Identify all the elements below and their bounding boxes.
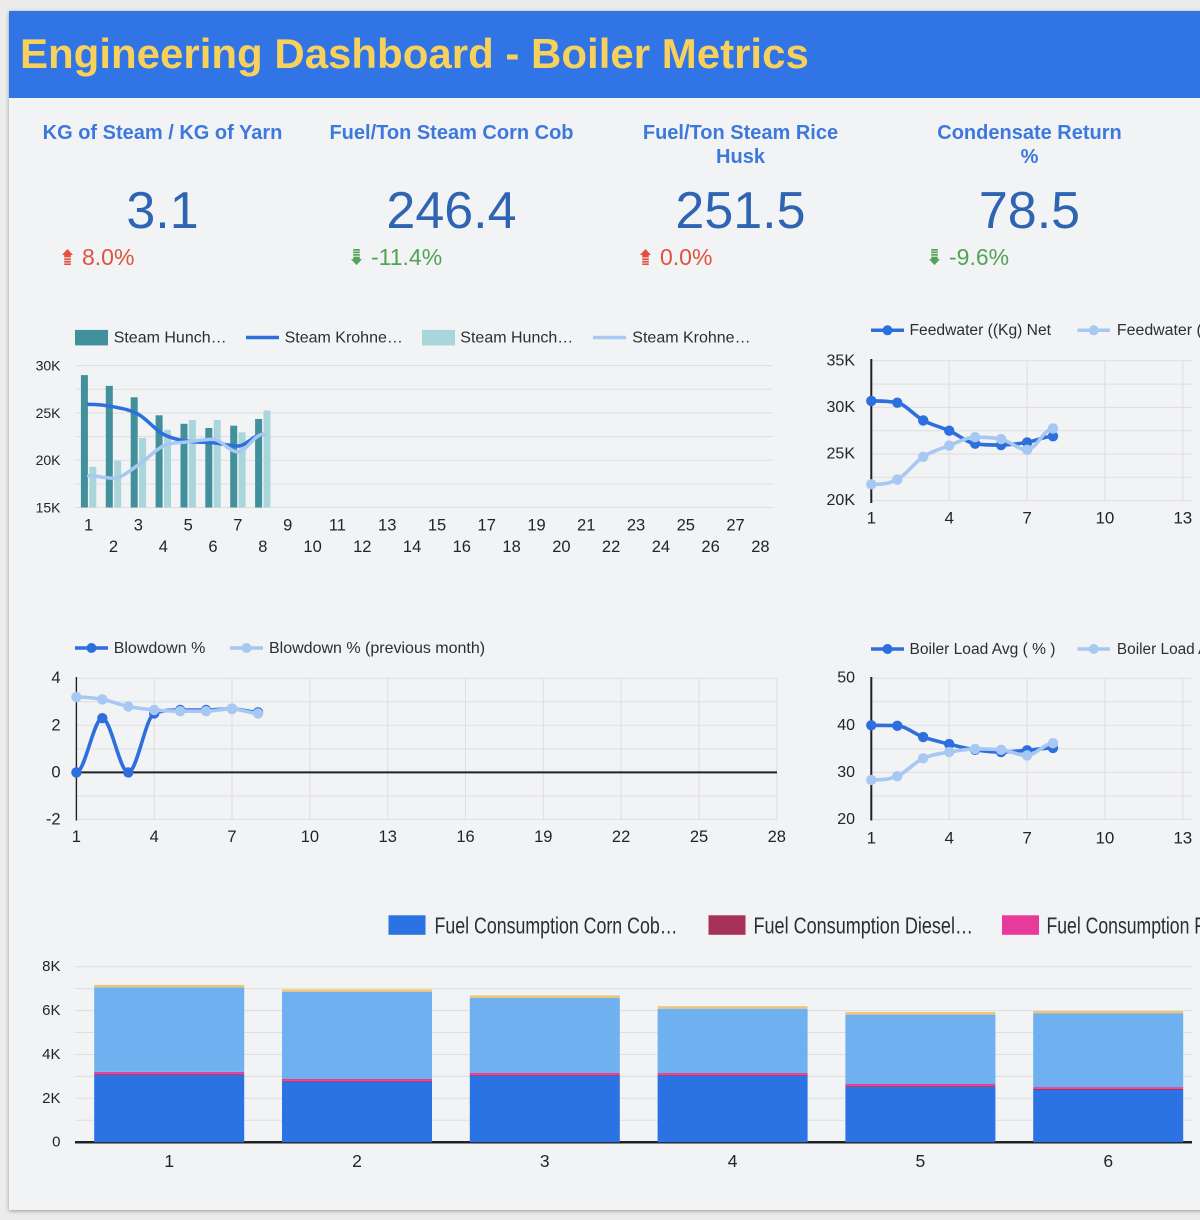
svg-text:Steam Hunch…: Steam Hunch… (460, 329, 573, 346)
svg-text:7: 7 (1022, 829, 1031, 848)
svg-text:16: 16 (456, 828, 474, 846)
svg-text:7: 7 (233, 516, 242, 534)
svg-text:25K: 25K (36, 405, 62, 421)
svg-text:30K: 30K (827, 399, 856, 416)
svg-text:20K: 20K (36, 452, 62, 468)
svg-text:20: 20 (837, 811, 855, 828)
svg-text:4: 4 (944, 829, 953, 848)
svg-text:4: 4 (159, 538, 168, 556)
svg-text:4: 4 (150, 828, 159, 846)
svg-text:10: 10 (303, 538, 321, 556)
svg-text:2: 2 (109, 538, 118, 556)
svg-text:25: 25 (690, 828, 708, 846)
svg-text:1: 1 (164, 1151, 174, 1171)
svg-text:13: 13 (379, 828, 397, 846)
svg-text:22: 22 (612, 828, 630, 846)
svg-text:1: 1 (867, 829, 876, 848)
svg-text:5: 5 (184, 516, 193, 534)
svg-text:Fuel Consumption Corn Cob…: Fuel Consumption Corn Cob… (435, 913, 678, 939)
svg-text:Steam Hunch…: Steam Hunch… (114, 329, 227, 346)
svg-text:35K: 35K (827, 352, 856, 369)
svg-text:8K: 8K (42, 958, 60, 975)
svg-text:10: 10 (1095, 829, 1114, 848)
svg-text:4: 4 (728, 1151, 738, 1171)
svg-text:25: 25 (677, 516, 695, 534)
svg-text:4K: 4K (42, 1046, 60, 1063)
svg-text:0: 0 (52, 1134, 60, 1151)
svg-text:13: 13 (1173, 829, 1192, 848)
svg-text:0: 0 (51, 763, 60, 781)
svg-text:24: 24 (652, 538, 670, 556)
svg-text:3: 3 (540, 1151, 550, 1171)
svg-text:2: 2 (51, 716, 60, 734)
svg-text:3: 3 (134, 516, 143, 534)
svg-text:19: 19 (534, 828, 552, 846)
svg-text:20: 20 (552, 538, 570, 556)
svg-text:Fuel Consumption Furnace…: Fuel Consumption Furnace… (1047, 913, 1200, 939)
svg-text:16: 16 (453, 538, 471, 556)
svg-text:12: 12 (353, 538, 371, 556)
svg-text:30: 30 (837, 764, 855, 781)
svg-text:15: 15 (428, 516, 446, 534)
svg-text:7: 7 (227, 828, 236, 846)
svg-text:21: 21 (577, 516, 595, 534)
svg-text:2K: 2K (42, 1090, 60, 1107)
svg-text:27: 27 (726, 516, 744, 534)
svg-text:Steam Krohne…: Steam Krohne… (285, 329, 403, 346)
svg-text:23: 23 (627, 516, 645, 534)
svg-text:26: 26 (701, 538, 719, 556)
svg-text:11: 11 (329, 516, 346, 534)
svg-text:28: 28 (751, 538, 769, 556)
svg-text:6K: 6K (42, 1002, 60, 1019)
svg-text:15K: 15K (36, 500, 62, 516)
svg-text:28: 28 (768, 828, 786, 846)
svg-text:-2: -2 (46, 811, 61, 829)
svg-text:Boiler Load Avg ( % ): Boiler Load Avg ( % ) (910, 641, 1056, 658)
svg-text:9: 9 (283, 516, 292, 534)
svg-text:17: 17 (478, 516, 496, 534)
svg-text:Feedwater ((Kg) Net (previous: Feedwater ((Kg) Net (previous month) (1117, 322, 1200, 339)
svg-text:6: 6 (1103, 1151, 1113, 1171)
svg-text:Boiler Load Avg ( % ) (previou: Boiler Load Avg ( % ) (previous month) (1117, 641, 1200, 658)
svg-text:22: 22 (602, 538, 620, 556)
svg-text:Steam Krohne…: Steam Krohne… (632, 329, 750, 346)
svg-text:8: 8 (258, 538, 267, 556)
svg-text:Blowdown %: Blowdown % (114, 640, 206, 657)
svg-text:10: 10 (301, 828, 319, 846)
svg-text:Blowdown % (previous month): Blowdown % (previous month) (269, 640, 485, 657)
svg-text:7: 7 (1022, 509, 1031, 528)
svg-text:14: 14 (403, 538, 421, 556)
svg-text:2: 2 (352, 1151, 362, 1171)
svg-text:1: 1 (867, 509, 876, 528)
svg-text:13: 13 (378, 516, 396, 534)
svg-text:Fuel Consumption Diesel…: Fuel Consumption Diesel… (754, 913, 974, 939)
svg-text:13: 13 (1173, 509, 1192, 528)
svg-text:4: 4 (944, 509, 953, 528)
svg-text:40: 40 (837, 717, 855, 734)
svg-text:19: 19 (527, 516, 545, 534)
svg-text:1: 1 (72, 828, 81, 846)
svg-text:10: 10 (1095, 509, 1114, 528)
svg-text:1: 1 (84, 516, 93, 534)
svg-text:50: 50 (837, 670, 855, 687)
svg-text:Feedwater ((Kg) Net: Feedwater ((Kg) Net (910, 322, 1052, 339)
svg-text:18: 18 (502, 538, 520, 556)
svg-text:5: 5 (916, 1151, 926, 1171)
svg-text:25K: 25K (827, 446, 856, 463)
svg-text:4: 4 (51, 669, 60, 687)
svg-text:6: 6 (208, 538, 217, 556)
svg-text:20K: 20K (827, 492, 856, 509)
svg-text:30K: 30K (36, 358, 62, 374)
